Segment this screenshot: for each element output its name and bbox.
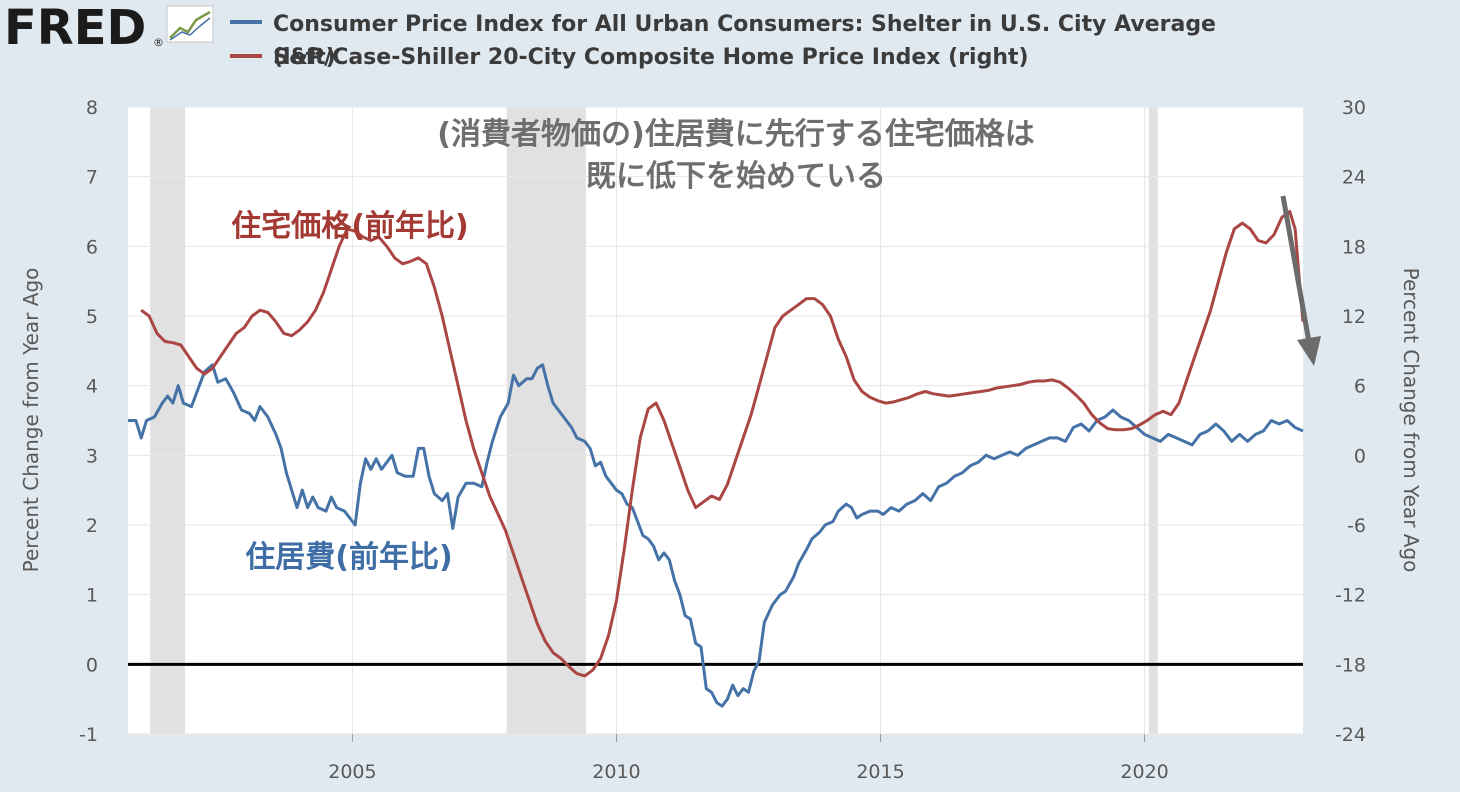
right-tick-label: 6	[1354, 376, 1366, 398]
recession-bands	[150, 107, 1158, 734]
left-tick-label: 4	[86, 376, 98, 398]
down-arrow-icon	[1280, 195, 1321, 366]
shelter-annotation: 住居費(前年比)	[245, 540, 452, 575]
left-tick-label: -1	[79, 724, 98, 746]
recession-band	[1148, 107, 1158, 734]
left-tick-label: 8	[86, 97, 98, 119]
left-tick-label: 7	[86, 167, 98, 189]
fred-logo-text: FRED	[4, 0, 146, 56]
left-axis: -1 0 1 2 3 4 5 6 7 8	[79, 97, 98, 746]
series-line-home-price	[140, 210, 1305, 678]
x-tick-label: 2020	[1120, 761, 1168, 783]
right-tick-label: -6	[1347, 515, 1366, 537]
legend-label-left: (left)	[273, 45, 336, 70]
legend-item-home-price[interactable]: S&P/Case-Shiller 20-City Composite Home …	[230, 45, 1029, 70]
legend-label-home-price: S&P/Case-Shiller 20-City Composite Home …	[273, 45, 1029, 70]
legend: Consumer Price Index for All Urban Consu…	[230, 12, 1216, 70]
right-axis: -24 -18 -12 -6 0 6 12 18 24 30	[1335, 97, 1366, 746]
home-price-annotation: 住宅価格(前年比)	[231, 209, 468, 244]
x-axis: 2005 2010 2015 2020	[328, 734, 1169, 783]
right-tick-label: 30	[1342, 97, 1366, 119]
x-tick-label: 2015	[856, 761, 904, 783]
headline-line2: 既に低下を始めている	[586, 159, 886, 194]
right-tick-label: 0	[1354, 445, 1366, 467]
left-tick-label: 3	[86, 445, 98, 467]
right-tick-label: -24	[1335, 724, 1366, 746]
left-tick-label: 0	[86, 654, 98, 676]
fred-graph-icon	[166, 5, 214, 43]
headline-line1: (消費者物価の)住居費に先行する住宅価格は	[437, 117, 1034, 152]
legend-label-shelter: Consumer Price Index for All Urban Consu…	[273, 12, 1216, 37]
right-tick-label: -18	[1335, 654, 1366, 676]
x-tick-label: 2005	[328, 761, 376, 783]
series-line-shelter	[128, 363, 1304, 708]
right-axis-title: Percent Change from Year Ago	[1399, 268, 1423, 573]
left-tick-label: 2	[86, 515, 98, 537]
left-tick-label: 5	[86, 306, 98, 328]
left-tick-label: 1	[86, 585, 98, 607]
right-tick-label: 24	[1342, 167, 1366, 189]
series-layer	[128, 210, 1305, 708]
right-tick-label: -12	[1335, 585, 1366, 607]
recession-band	[506, 107, 586, 734]
plot-area	[128, 107, 1303, 734]
x-tick-label: 2010	[592, 761, 640, 783]
right-tick-label: 12	[1342, 306, 1366, 328]
registered-mark: ®	[153, 36, 164, 49]
left-axis-title: Percent Change from Year Ago	[19, 268, 43, 573]
right-tick-label: 18	[1342, 236, 1366, 258]
fred-logo[interactable]: FRED ®	[4, 0, 214, 56]
recession-band	[150, 107, 186, 734]
left-tick-label: 6	[86, 236, 98, 258]
legend-item-shelter[interactable]: Consumer Price Index for All Urban Consu…	[230, 12, 1216, 70]
